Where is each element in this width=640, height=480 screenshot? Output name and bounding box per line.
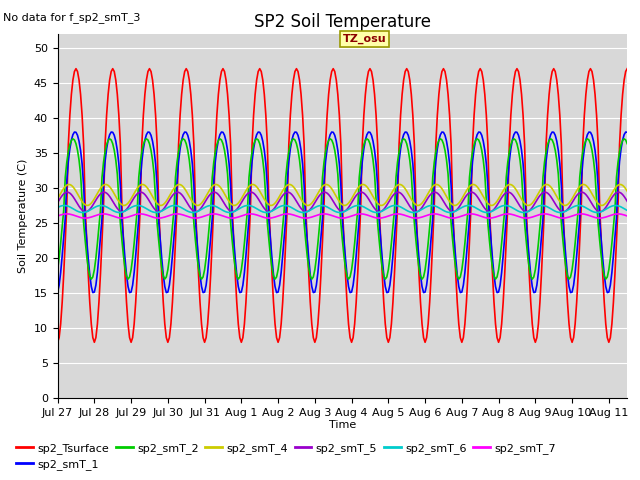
sp2_Tsurface	[574, 271, 582, 277]
sp2_smT_5	[54, 200, 61, 205]
sp2_smT_4	[84, 203, 92, 208]
sp2_Tsurface	[150, 92, 158, 97]
sp2_smT_6	[623, 207, 631, 213]
sp2_smT_7	[152, 215, 159, 221]
sp2_smT_4	[54, 196, 61, 202]
sp2_smT_6	[619, 205, 627, 211]
sp2_smT_5	[619, 192, 627, 197]
sp2_smT_1	[147, 132, 155, 138]
sp2_smT_5	[486, 209, 493, 215]
sp2_smT_6	[210, 203, 218, 209]
sp2_smT_4	[576, 183, 584, 189]
X-axis label: Time: Time	[329, 420, 356, 430]
Line: sp2_smT_5: sp2_smT_5	[58, 192, 627, 212]
Legend: sp2_Tsurface, sp2_smT_1, sp2_smT_2, sp2_smT_4, sp2_smT_5, sp2_smT_6, sp2_smT_7: sp2_Tsurface, sp2_smT_1, sp2_smT_2, sp2_…	[12, 438, 561, 474]
sp2_Tsurface	[209, 238, 216, 244]
sp2_smT_1	[70, 129, 78, 135]
sp2_smT_5	[147, 201, 155, 207]
sp2_smT_7	[81, 215, 89, 221]
sp2_smT_7	[619, 212, 627, 217]
sp2_smT_2	[69, 136, 77, 142]
Line: sp2_smT_1: sp2_smT_1	[58, 132, 627, 293]
sp2_smT_2	[88, 276, 95, 282]
Text: TZ_osu: TZ_osu	[342, 34, 386, 44]
sp2_smT_6	[78, 210, 86, 216]
sp2_smT_1	[54, 289, 61, 295]
sp2_smT_7	[210, 211, 218, 217]
sp2_smT_6	[60, 203, 68, 208]
sp2_smT_4	[65, 181, 72, 187]
sp2_Tsurface	[72, 66, 80, 72]
sp2_smT_4	[83, 203, 90, 208]
Text: No data for f_sp2_smT_3: No data for f_sp2_smT_3	[3, 12, 141, 23]
sp2_smT_5	[150, 205, 158, 211]
sp2_smT_7	[84, 215, 92, 221]
sp2_smT_1	[83, 237, 90, 242]
sp2_Tsurface	[617, 112, 625, 118]
sp2_smT_2	[148, 157, 156, 163]
sp2_smT_5	[209, 190, 216, 195]
sp2_smT_2	[54, 267, 61, 273]
sp2_smT_2	[152, 197, 159, 203]
sp2_smT_5	[623, 198, 631, 204]
sp2_smT_6	[84, 208, 92, 214]
sp2_smT_1	[209, 216, 216, 221]
sp2_smT_2	[210, 159, 218, 165]
sp2_smT_2	[619, 138, 627, 144]
sp2_smT_1	[623, 130, 631, 135]
sp2_smT_1	[150, 147, 158, 153]
Line: sp2_Tsurface: sp2_Tsurface	[58, 69, 627, 342]
sp2_smT_5	[83, 209, 90, 215]
sp2_Tsurface	[147, 69, 155, 74]
sp2_smT_7	[54, 213, 61, 219]
sp2_smT_4	[148, 193, 156, 199]
Line: sp2_smT_6: sp2_smT_6	[58, 205, 627, 213]
sp2_smT_4	[619, 182, 627, 188]
Y-axis label: Soil Temperature (C): Soil Temperature (C)	[18, 159, 28, 273]
sp2_smT_4	[623, 188, 631, 194]
sp2_smT_7	[623, 213, 631, 219]
sp2_smT_7	[148, 214, 156, 220]
Line: sp2_smT_4: sp2_smT_4	[58, 184, 627, 205]
sp2_smT_1	[619, 137, 627, 143]
sp2_smT_2	[83, 253, 90, 259]
sp2_smT_6	[152, 210, 159, 216]
sp2_smT_2	[576, 174, 584, 180]
Title: SP2 Soil Temperature: SP2 Soil Temperature	[254, 12, 431, 31]
sp2_smT_6	[576, 203, 584, 208]
Line: sp2_smT_7: sp2_smT_7	[58, 214, 627, 218]
sp2_Tsurface	[623, 66, 631, 72]
sp2_smT_2	[623, 141, 631, 146]
sp2_Tsurface	[54, 339, 61, 345]
sp2_smT_4	[210, 182, 218, 188]
sp2_smT_1	[576, 216, 584, 221]
Line: sp2_smT_2: sp2_smT_2	[58, 139, 627, 279]
sp2_smT_5	[576, 190, 584, 195]
sp2_smT_6	[148, 209, 156, 215]
sp2_smT_7	[576, 211, 584, 217]
sp2_smT_4	[152, 199, 159, 204]
sp2_Tsurface	[83, 238, 90, 244]
sp2_smT_7	[63, 211, 70, 217]
sp2_smT_6	[54, 204, 61, 210]
sp2_smT_5	[63, 189, 70, 195]
sp2_smT_1	[456, 290, 464, 296]
